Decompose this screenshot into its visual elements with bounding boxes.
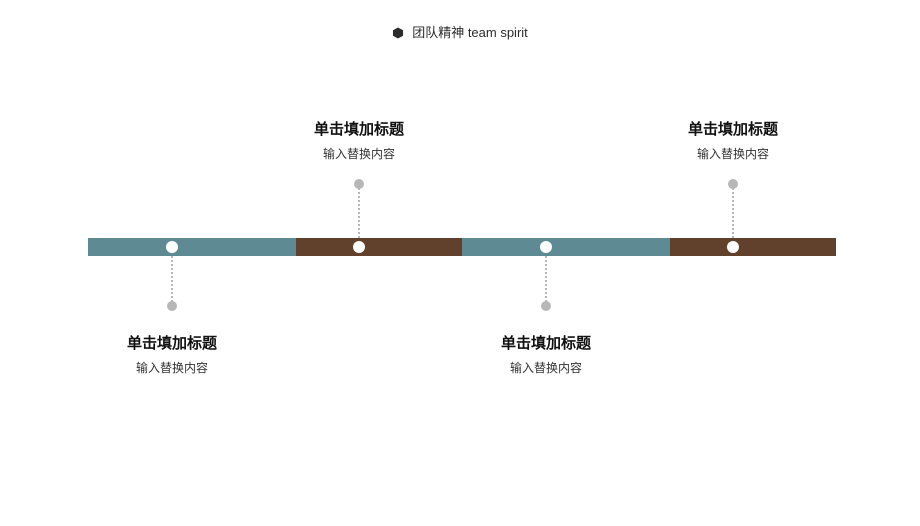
header-text: 团队精神 team spirit	[412, 22, 528, 41]
leader-line	[358, 184, 360, 238]
leader-end-dot	[728, 179, 738, 189]
leader-line	[545, 256, 547, 306]
label-subtitle: 输入替换内容	[456, 359, 636, 376]
leader-line	[732, 184, 734, 238]
leader-end-dot	[354, 179, 364, 189]
timeline-marker-dot	[540, 241, 552, 253]
timeline-marker-dot	[353, 241, 365, 253]
timeline-segment	[670, 238, 836, 256]
timeline-label: 单击填加标题输入替换内容	[456, 332, 636, 376]
label-title: 单击填加标题	[82, 332, 262, 353]
leader-end-dot	[167, 301, 177, 311]
slide-header: 团队精神 team spirit	[0, 22, 920, 44]
timeline-segment	[88, 238, 296, 256]
timeline-segment	[296, 238, 462, 256]
hexagon-icon	[392, 26, 404, 38]
label-subtitle: 输入替换内容	[643, 145, 823, 162]
label-subtitle: 输入替换内容	[82, 359, 262, 376]
timeline-marker-dot	[727, 241, 739, 253]
label-title: 单击填加标题	[456, 332, 636, 353]
timeline-marker-dot	[166, 241, 178, 253]
label-title: 单击填加标题	[269, 118, 449, 139]
leader-end-dot	[541, 301, 551, 311]
leader-line	[171, 256, 173, 306]
label-title: 单击填加标题	[643, 118, 823, 139]
timeline-label: 单击填加标题输入替换内容	[643, 118, 823, 162]
timeline-infographic: { "header": { "text": "团队精神 team spirit"…	[0, 0, 920, 526]
timeline-label: 单击填加标题输入替换内容	[269, 118, 449, 162]
timeline-segment	[462, 238, 670, 256]
timeline-label: 单击填加标题输入替换内容	[82, 332, 262, 376]
label-subtitle: 输入替换内容	[269, 145, 449, 162]
